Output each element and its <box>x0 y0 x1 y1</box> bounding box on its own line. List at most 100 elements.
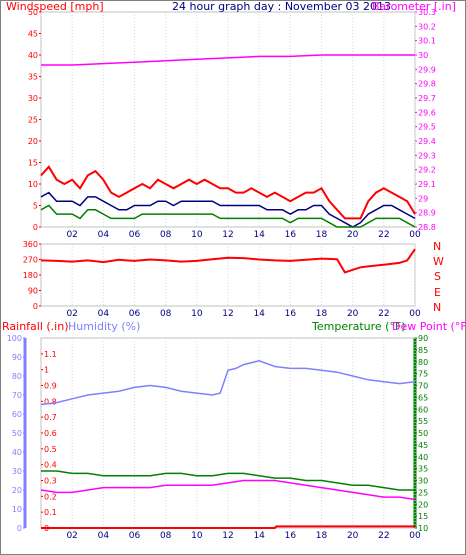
baro-y-tick-13: 30.1 <box>418 37 436 46</box>
humidity-line <box>40 360 416 406</box>
compass-w: W <box>433 255 444 268</box>
temp-y-tick-13: 75 <box>418 370 428 379</box>
compass-s: S <box>434 270 441 283</box>
baro-y-tick-11: 29.9 <box>418 65 436 74</box>
climate-xtick-1: 04 <box>98 531 110 541</box>
rainfall-line <box>41 525 415 529</box>
baro-y-tick-15: 30.3 <box>418 8 436 17</box>
rain-y-tick-5: 0.5 <box>44 445 57 454</box>
temp-y-tick-15: 85 <box>418 346 428 355</box>
dir-xtick-0: 02 <box>66 309 77 319</box>
rain-y-tick-11: 1.1 <box>44 350 57 359</box>
dir-y-tick-2: 180 <box>23 271 38 280</box>
wind-y-tick-3: 15 <box>28 159 38 168</box>
rain-y-tick-1: 0.1 <box>44 508 57 517</box>
hum-y-tick-3: 30 <box>12 467 22 476</box>
hum-y-tick-6: 60 <box>12 410 22 419</box>
rain-y-tick-4: 0.4 <box>44 461 57 470</box>
compass-e: E <box>434 286 441 299</box>
compass-n-bottom: N <box>433 301 441 314</box>
temp-y-tick-2: 20 <box>418 500 428 509</box>
baro-y-tick-1: 28.9 <box>418 209 436 218</box>
compass-n-top: N <box>433 240 441 253</box>
dir-xtick-3: 08 <box>160 309 172 319</box>
wind-xtick-10: 22 <box>378 230 389 240</box>
hum-y-tick-1: 10 <box>12 505 22 514</box>
temperature-label: Temperature (°F) <box>311 320 406 333</box>
dir-xtick-6: 14 <box>253 309 265 319</box>
barometer-line <box>41 54 415 66</box>
wind-xtick-6: 14 <box>253 230 265 240</box>
wind-y-tick-8: 40 <box>28 51 38 60</box>
temp-y-tick-9: 55 <box>418 417 428 426</box>
wind-xtick-1: 04 <box>98 230 110 240</box>
dir-xtick-4: 10 <box>191 309 203 319</box>
rain-y-tick-10: 1 <box>44 366 49 375</box>
rain-y-tick-9: 0.9 <box>44 382 57 391</box>
hum-y-tick-10: 100 <box>7 334 22 343</box>
wind-y-tick-5: 25 <box>28 116 38 125</box>
dir-xtick-11: 00 <box>409 309 421 319</box>
dir-xtick-5: 12 <box>222 309 233 319</box>
wind-y-tick-2: 10 <box>28 180 38 189</box>
baro-y-tick-8: 29.6 <box>418 108 436 117</box>
temp-y-tick-10: 60 <box>418 405 428 414</box>
wind-xtick-0: 02 <box>66 230 77 240</box>
rain-y-tick-6: 0.6 <box>44 429 57 438</box>
temp-y-tick-8: 50 <box>418 429 428 438</box>
humidity-label: Humidity (%) <box>68 320 140 333</box>
wind-y-tick-0: 0 <box>33 223 38 232</box>
climate-xtick-8: 18 <box>316 531 328 541</box>
dir-xtick-1: 04 <box>98 309 110 319</box>
temp-y-tick-7: 45 <box>418 441 428 450</box>
hum-y-tick-2: 20 <box>12 486 22 495</box>
dir-y-tick-1: 90 <box>28 287 38 296</box>
wind-y-tick-4: 20 <box>28 137 38 146</box>
baro-y-tick-6: 29.4 <box>418 137 436 146</box>
wind-y-tick-7: 35 <box>28 73 38 82</box>
climate-xtick-3: 08 <box>160 531 172 541</box>
temperature-line <box>41 470 415 491</box>
climate-xtick-0: 02 <box>66 531 77 541</box>
direction-line <box>40 248 416 274</box>
climate-xtick-7: 16 <box>285 531 297 541</box>
wind-y-tick-1: 5 <box>33 202 38 211</box>
wind-xtick-3: 08 <box>160 230 172 240</box>
date-label: 24 hour graph day : November 03 2013 <box>172 0 391 13</box>
baro-y-tick-12: 30 <box>418 51 428 60</box>
wind-xtick-7: 16 <box>285 230 297 240</box>
barometer-label: Barometer [.in] <box>372 0 456 13</box>
dir-xtick-9: 20 <box>347 309 359 319</box>
temp-y-tick-12: 70 <box>418 382 428 391</box>
dewpoint-line <box>40 479 416 501</box>
temp-y-tick-11: 65 <box>418 393 428 402</box>
baro-y-tick-5: 29.3 <box>418 151 436 160</box>
baro-y-tick-3: 29.1 <box>418 180 436 189</box>
dir-y-tick-3: 270 <box>23 256 38 265</box>
dewpoint-label: Dew Point (°F) <box>392 320 466 333</box>
climate-xtick-2: 06 <box>129 531 141 541</box>
temp-y-tick-14: 80 <box>418 358 428 367</box>
wind-xtick-2: 06 <box>129 230 141 240</box>
hum-y-tick-5: 50 <box>12 429 22 438</box>
hum-y-tick-0: 0 <box>17 524 22 533</box>
wind-xtick-8: 18 <box>316 230 328 240</box>
climate-xtick-10: 22 <box>378 531 389 541</box>
wind-gust-line <box>40 165 416 220</box>
baro-y-tick-10: 29.8 <box>418 80 436 89</box>
temp-y-tick-1: 15 <box>418 512 428 521</box>
temp-y-tick-4: 30 <box>418 477 428 486</box>
wind-xtick-4: 10 <box>191 230 203 240</box>
rain-y-tick-3: 0.3 <box>44 477 57 486</box>
wind-y-tick-9: 45 <box>28 30 38 39</box>
hum-y-tick-8: 80 <box>12 372 22 381</box>
temp-y-tick-3: 25 <box>418 488 428 497</box>
climate-xtick-6: 14 <box>253 531 265 541</box>
dir-y-tick-0: 0 <box>33 302 38 311</box>
baro-y-tick-4: 29.2 <box>418 166 436 175</box>
hum-y-tick-9: 90 <box>12 353 22 362</box>
climate-xtick-11: 00 <box>409 531 421 541</box>
